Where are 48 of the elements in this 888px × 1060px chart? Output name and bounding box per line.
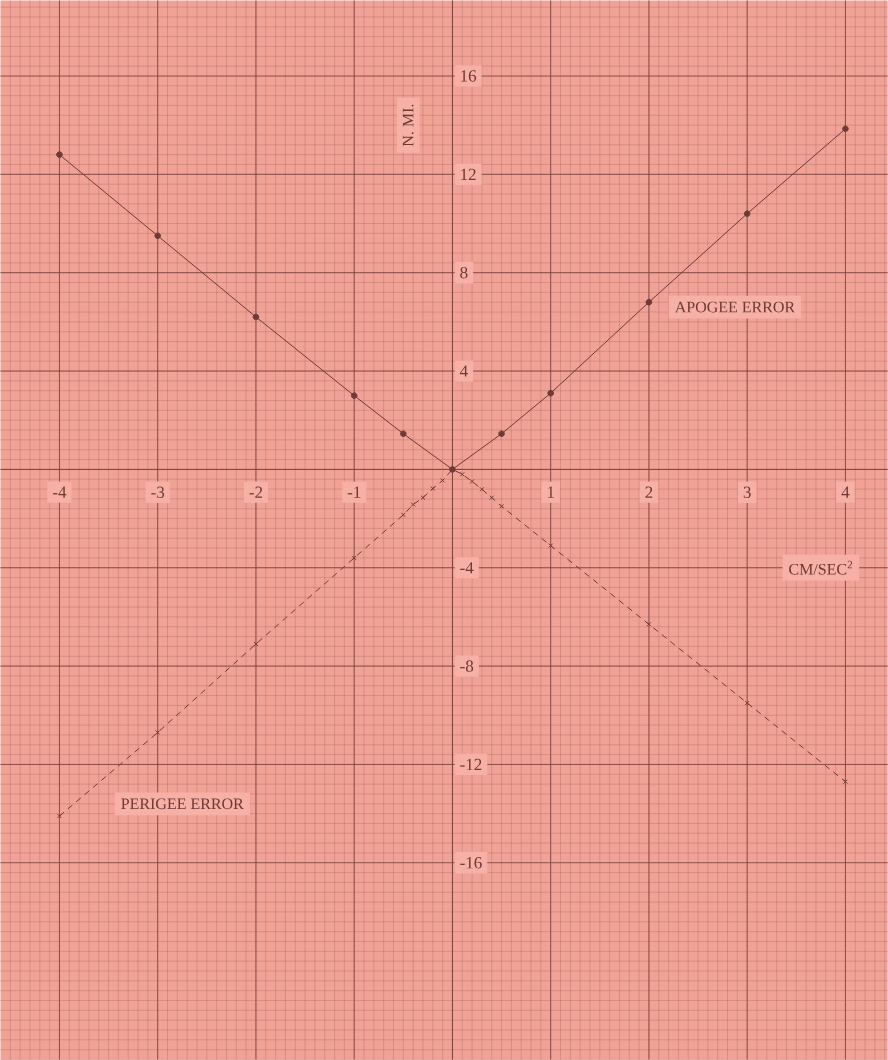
y-tick-label: -16 xyxy=(460,857,482,869)
point xyxy=(548,543,554,549)
series-label: APOGEE ERROR xyxy=(674,301,796,313)
point xyxy=(253,641,259,647)
point xyxy=(56,813,62,819)
x-tick-label: -3 xyxy=(151,486,165,498)
x-tick-label: 3 xyxy=(743,486,751,498)
x-tick-label: 1 xyxy=(547,486,554,498)
x-tick-label: 2 xyxy=(645,486,653,498)
point xyxy=(400,512,406,518)
point xyxy=(440,477,446,483)
point xyxy=(56,151,63,158)
point xyxy=(645,298,653,306)
point xyxy=(410,502,416,508)
point xyxy=(547,389,554,397)
point xyxy=(469,478,475,484)
x-tick-label: -4 xyxy=(52,486,67,498)
x-tick-label: 4 xyxy=(841,486,850,498)
y-tick-label: -8 xyxy=(460,660,474,672)
y-tick-label: 16 xyxy=(461,70,477,82)
point xyxy=(646,621,652,627)
point xyxy=(155,730,161,735)
x-tick-label: -1 xyxy=(347,486,361,498)
x-tick-label: -2 xyxy=(249,486,262,498)
y-tick-label: 4 xyxy=(459,365,468,377)
point xyxy=(743,210,751,217)
point xyxy=(350,392,358,399)
point xyxy=(489,495,495,501)
point xyxy=(252,313,260,321)
y-tick-label: -12 xyxy=(460,758,482,771)
point xyxy=(842,125,849,133)
y-tick-label: -4 xyxy=(460,562,474,574)
point xyxy=(399,430,407,438)
y-axis-title: N. MI. xyxy=(402,104,414,147)
point xyxy=(459,471,465,477)
point xyxy=(842,779,848,785)
point xyxy=(420,495,426,501)
point xyxy=(351,555,357,561)
point xyxy=(479,486,485,492)
point xyxy=(430,486,436,492)
point xyxy=(498,430,505,438)
point xyxy=(744,700,750,706)
point xyxy=(499,503,504,509)
y-tick-label: 8 xyxy=(460,266,468,279)
series-label: PERIGEE ERROR xyxy=(121,798,244,810)
x-axis-title: CM/SEC$^{2}$ xyxy=(789,560,853,575)
point xyxy=(154,232,161,240)
y-tick-label: 12 xyxy=(461,168,476,180)
